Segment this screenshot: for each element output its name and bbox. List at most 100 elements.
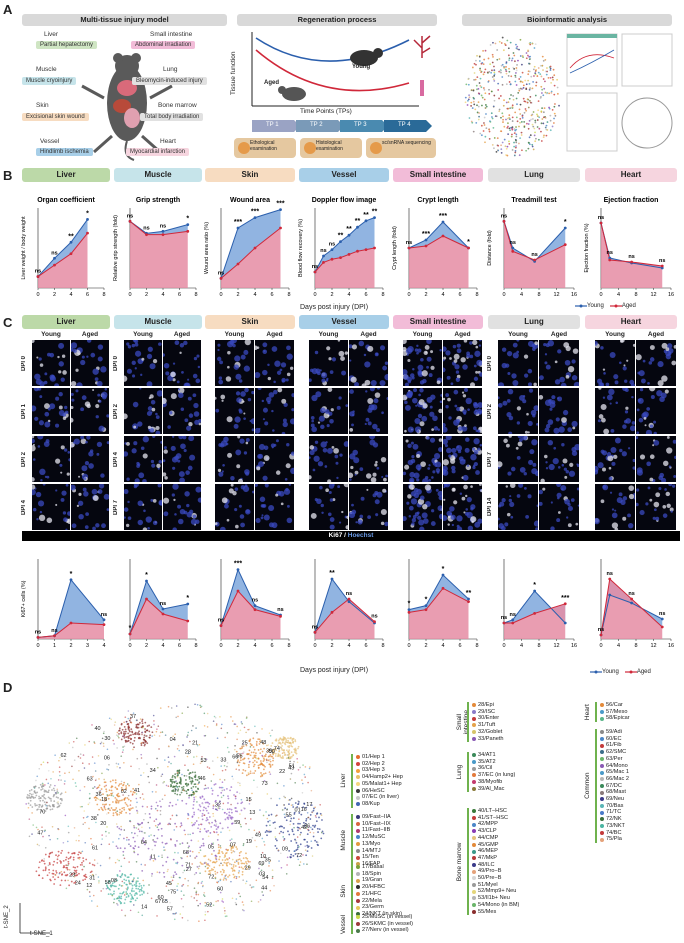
b-xtick-4-2: 4 xyxy=(441,292,444,298)
micrograph-3-1-1 xyxy=(349,388,388,434)
c-xtick-2-3: 6 xyxy=(270,643,273,649)
c-aged-point-4-0 xyxy=(407,610,411,614)
b-legend-young: Young xyxy=(587,303,604,309)
b-annotation-2-0: ns xyxy=(218,270,224,276)
legend-item: 56/Car xyxy=(600,702,630,709)
micrograph-5-2-1 xyxy=(539,436,579,482)
b-xtick-0-4: 8 xyxy=(102,292,105,298)
legend-item: 28/Epi xyxy=(472,702,504,709)
legend-dot-icon xyxy=(356,892,360,897)
b-legend: Young Aged xyxy=(575,303,636,309)
b-young-point-1-3 xyxy=(186,223,190,227)
cluster-label-14: 32 xyxy=(215,802,221,808)
cluster-label-38: 12 xyxy=(86,883,92,889)
b-xtick-3-4: 8 xyxy=(381,292,384,298)
legend-dot-icon xyxy=(356,815,360,820)
b-young-point-6-1 xyxy=(608,256,612,260)
legend-label: 02/Hep 2 xyxy=(362,760,385,767)
cluster-label-62: 23 xyxy=(69,873,75,879)
micrograph-4-3-0 xyxy=(403,484,442,530)
legend-label: 61/Fib xyxy=(606,742,622,749)
b-head-0: Liver xyxy=(22,168,110,182)
cluster-label-69: 45 xyxy=(166,881,172,887)
c-young-point-3-2 xyxy=(347,600,351,604)
method-sequencing: sc/snRNA sequencing xyxy=(382,140,431,146)
legend-item: 10/Fast−IIX xyxy=(356,821,391,828)
c-annotation-5-0: ns xyxy=(501,615,507,621)
c-annotation-0-3: ns xyxy=(101,612,107,618)
c-young-area-3 xyxy=(315,579,375,633)
legend-item: 67/DC xyxy=(600,783,629,790)
b-young-point-2-3 xyxy=(279,208,282,211)
c-aged-point-1-1 xyxy=(145,597,148,601)
legend-label: 68/Mast xyxy=(606,789,626,796)
b-head-4: Small intestine xyxy=(393,168,483,182)
legend-dot-icon xyxy=(356,768,360,773)
micrograph-1-1-1 xyxy=(163,388,201,434)
legend-label: 63/Per xyxy=(606,755,623,762)
legend-item: 74/BC xyxy=(600,830,629,837)
c-xtick-3-0: 0 xyxy=(313,643,316,649)
legend-label: 72/NK xyxy=(606,816,622,823)
c-xtick-1-4: 8 xyxy=(194,643,197,649)
legend-group-4: 28/Epi 29/ISC 30/Enter 31/Tuft 32/Goblet 33/P… xyxy=(472,702,504,742)
cluster-label-16: 58 xyxy=(105,880,111,886)
legend-dot-icon xyxy=(472,753,476,758)
legend-label: 46/MEP xyxy=(478,848,498,855)
legend-item: 55/Mes xyxy=(472,909,519,916)
injury-skin: Excisional skin wound xyxy=(22,113,89,121)
b-annotation-5-0: ns xyxy=(501,213,507,219)
b-aged-line-0 xyxy=(37,232,88,277)
c-aged-point-6-2 xyxy=(630,597,634,601)
c-xtick-5-0: 0 xyxy=(502,643,505,649)
legend-dot-icon xyxy=(600,797,604,802)
b-ylabel-2: Wound area ratio (%) xyxy=(204,222,210,274)
legend-item: 33/Paneth xyxy=(472,736,504,743)
legend-dot-icon xyxy=(600,703,604,708)
b-xtick-4-0: 0 xyxy=(407,292,410,298)
b-xtick-0-1: 2 xyxy=(53,292,56,298)
legend-item: 38/Myofib xyxy=(472,779,515,786)
legend-item: 45/GMP xyxy=(472,842,519,849)
legend-dot-icon xyxy=(600,790,604,795)
legend-label: 52/Mmp9+ Neu xyxy=(478,888,517,895)
legend-bar-0 xyxy=(351,754,353,808)
c-row-label-0-1: DPI 1 xyxy=(21,403,27,419)
legend-dot-icon xyxy=(600,804,604,809)
b-ylabel-3: Blood flow recovery (%) xyxy=(298,219,304,277)
legend-label: 19/Gran xyxy=(362,877,383,884)
c-aged-point-2-3 xyxy=(279,614,282,618)
cluster-label-60: 61 xyxy=(92,846,98,852)
micrograph-5-1-1 xyxy=(539,388,579,434)
c-young-point-6-3 xyxy=(660,617,664,621)
b-xlabel: Days post injury (DPI) xyxy=(300,304,369,311)
legend-dot-icon xyxy=(356,835,360,840)
legend-label: 06/HeSC xyxy=(362,787,385,794)
cluster-label-63: 22 xyxy=(279,769,285,775)
legend-item: 04/Hamp2+ Hep xyxy=(356,774,403,781)
legend-bar-3 xyxy=(351,914,353,935)
micrograph-4-2-0 xyxy=(403,436,442,482)
c-head-2: Skin xyxy=(205,315,295,329)
legend-label: 13/Myo xyxy=(362,840,381,847)
legend-item: 15/Ten xyxy=(356,854,391,861)
b-xtick-2-4: 8 xyxy=(287,292,290,298)
b-annotation-3-1: ns xyxy=(320,248,326,254)
c-young-label-2: Young xyxy=(224,331,245,338)
b-aged-point-3-5 xyxy=(356,249,359,253)
c-head-5: Lung xyxy=(488,315,580,329)
b-aged-point-3-6 xyxy=(364,248,368,251)
b-annotation-3-2: ns xyxy=(329,242,335,248)
c-aged-point-1-0 xyxy=(128,632,132,636)
legend-item: 22/Mela xyxy=(356,898,402,905)
legend-dot-icon xyxy=(600,743,604,748)
b-aged-point-0-2 xyxy=(69,252,73,256)
b-aged-area-6 xyxy=(601,223,663,288)
b-title-6: Ejection fraction xyxy=(604,197,659,204)
legend-dot-icon xyxy=(472,809,476,814)
legend-item: 49/Pro−B xyxy=(472,868,519,875)
micrograph-1-1-0 xyxy=(124,388,162,434)
legend-label: 03/Hep 3 xyxy=(362,767,385,774)
legend-item: 52/Mmp9+ Neu xyxy=(472,888,519,895)
